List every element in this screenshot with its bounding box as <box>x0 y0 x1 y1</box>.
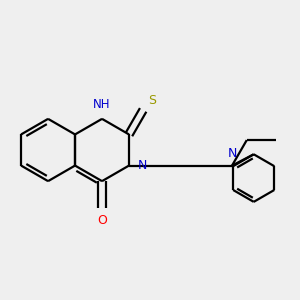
Text: N: N <box>227 147 237 160</box>
Text: O: O <box>97 214 107 227</box>
Text: N: N <box>138 159 147 172</box>
Text: NH: NH <box>93 98 111 112</box>
Text: S: S <box>148 94 156 107</box>
